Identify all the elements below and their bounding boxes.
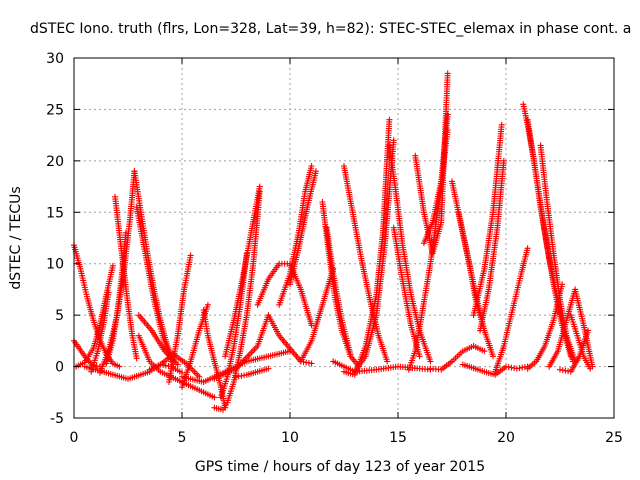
- x-tick-label: 10: [281, 430, 299, 446]
- data-point: [174, 361, 181, 368]
- data-point: [481, 348, 488, 355]
- y-axis-label: dSTEC / TECUs: [8, 186, 24, 289]
- axis-ticks: [73, 57, 615, 419]
- data-point: [211, 394, 218, 401]
- data-point: [105, 289, 112, 296]
- data-point: [444, 111, 451, 118]
- data-point: [256, 183, 263, 190]
- x-axis-label: GPS time / hours of day 123 of year 2015: [195, 459, 485, 475]
- data-point: [524, 245, 531, 252]
- data-point: [116, 363, 123, 370]
- data-point: [109, 262, 116, 269]
- chart-title: dSTEC Iono. truth (flrs, Lon=328, Lat=39…: [30, 21, 631, 37]
- data-point: [204, 301, 211, 308]
- data-point: [308, 322, 315, 329]
- plot-frame: [73, 57, 615, 419]
- data-point: [427, 358, 434, 365]
- x-tick-label: 15: [389, 430, 407, 446]
- data-point: [559, 281, 566, 288]
- y-tick-label: 25: [46, 102, 64, 118]
- y-tick-label: 0: [55, 360, 64, 376]
- data-point: [500, 157, 507, 164]
- y-tick-label: 5: [55, 308, 64, 324]
- data-point: [312, 168, 319, 175]
- data-point: [390, 137, 397, 144]
- x-tick-label: 25: [605, 430, 623, 446]
- y-tick-label: -5: [50, 411, 64, 427]
- data-markers: [71, 70, 596, 413]
- y-tick-label: 20: [46, 154, 64, 170]
- y-tick-label: 10: [46, 257, 64, 273]
- x-tick-label: 20: [497, 430, 515, 446]
- data-point: [265, 365, 272, 372]
- data-point: [133, 355, 140, 362]
- tick-labels: 0 5 10 15 20 25 -5 0 5 10 15 20 25 30: [46, 51, 623, 446]
- data-point: [384, 358, 391, 365]
- data-point: [585, 327, 592, 334]
- data-point: [308, 163, 315, 169]
- data-point: [416, 353, 423, 360]
- data-point: [444, 70, 451, 77]
- x-tick-label: 5: [178, 430, 187, 446]
- x-tick-label: 0: [70, 430, 79, 446]
- data-point: [308, 360, 315, 367]
- data-point: [187, 252, 194, 259]
- data-point: [490, 353, 497, 360]
- data-point: [587, 365, 594, 372]
- y-tick-label: 15: [46, 205, 64, 221]
- y-tick-label: 30: [46, 51, 64, 67]
- data-point: [347, 351, 354, 358]
- data-point: [498, 121, 505, 128]
- data-point: [122, 229, 129, 236]
- data-point: [386, 116, 393, 123]
